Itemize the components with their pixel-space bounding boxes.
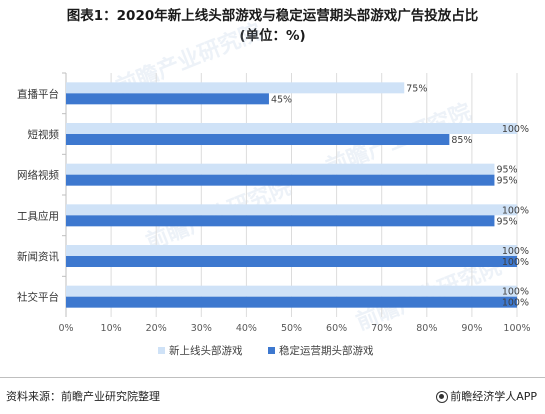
brand-label: 前瞻经济学人APP — [450, 390, 537, 403]
bar-new-launch-1 — [66, 123, 517, 134]
chart-title: 图表1：2020年新上线头部游戏与稳定运营期头部游戏广告投放占比 (单位：%) — [0, 6, 545, 46]
legend-swatch-stable — [268, 347, 275, 354]
bar-new-launch-3 — [66, 204, 517, 216]
footer: 资料来源：前瞻产业研究院整理 前瞻经济学人APP — [0, 382, 545, 414]
data-label-new-launch-0: 75% — [406, 83, 427, 94]
brand-logo-icon — [436, 391, 449, 403]
bar-new-launch-2 — [66, 163, 495, 175]
category-label-3: 工具应用 — [17, 209, 59, 222]
data-label-stable-2: 95% — [496, 176, 517, 187]
brand-credit: 前瞻经济学人APP — [436, 388, 537, 404]
bar-stable-2 — [66, 174, 495, 186]
data-label-stable-5: 100% — [502, 298, 529, 309]
x-tick-label-6: 60% — [326, 323, 347, 334]
bar-new-launch-0 — [66, 82, 405, 94]
x-tick-label-1: 10% — [101, 323, 122, 334]
data-label-new-launch-5: 100% — [502, 287, 529, 298]
category-label-5: 社交平台 — [17, 291, 59, 304]
x-tick-label-7: 70% — [371, 323, 392, 334]
bar-chart: 前瞻产业研究院前瞻产业研究院前瞻产业研究院前瞻产业研究院0%10%20%30%4… — [17, 19, 531, 357]
x-tick-label-0: 0% — [58, 323, 73, 334]
bar-new-launch-5 — [66, 285, 517, 297]
data-label-stable-1: 85% — [451, 135, 472, 146]
data-label-stable-0: 45% — [271, 94, 292, 105]
x-tick-label-3: 30% — [191, 323, 212, 334]
category-label-4: 新闻资讯 — [17, 250, 59, 263]
data-label-stable-4: 100% — [502, 257, 529, 268]
footer-divider — [0, 377, 545, 378]
chart-title-line1: 图表1：2020年新上线头部游戏与稳定运营期头部游戏广告投放占比 — [66, 8, 479, 24]
x-tick-label-2: 20% — [146, 323, 167, 334]
bar-stable-5 — [66, 296, 517, 308]
bar-stable-0 — [66, 93, 269, 105]
x-tick-label-4: 40% — [236, 323, 257, 334]
x-tick-label-9: 90% — [461, 323, 482, 334]
data-label-new-launch-3: 100% — [502, 205, 529, 216]
legend-label-stable: 稳定运营期头部游戏 — [279, 344, 374, 357]
bar-stable-4 — [66, 256, 517, 267]
chart-title-line2: (单位：%) — [239, 28, 306, 44]
category-label-0: 直播平台 — [17, 87, 59, 100]
legend-label-new-launch: 新上线头部游戏 — [169, 344, 243, 357]
data-label-stable-3: 95% — [496, 216, 517, 227]
data-label-new-launch-2: 95% — [496, 165, 517, 176]
data-label-new-launch-1: 100% — [502, 124, 529, 135]
x-tick-label-5: 50% — [281, 323, 302, 334]
data-label-new-launch-4: 100% — [502, 246, 529, 257]
bar-stable-1 — [66, 134, 450, 145]
x-tick-label-8: 80% — [416, 323, 437, 334]
bar-new-launch-4 — [66, 245, 517, 256]
source-note: 资料来源：前瞻产业研究院整理 — [6, 390, 160, 403]
category-label-1: 短视频 — [28, 128, 60, 141]
x-tick-label-10: 100% — [503, 323, 530, 334]
bar-stable-3 — [66, 215, 495, 227]
category-label-2: 网络视频 — [17, 169, 59, 182]
legend-swatch-new-launch — [158, 347, 165, 354]
